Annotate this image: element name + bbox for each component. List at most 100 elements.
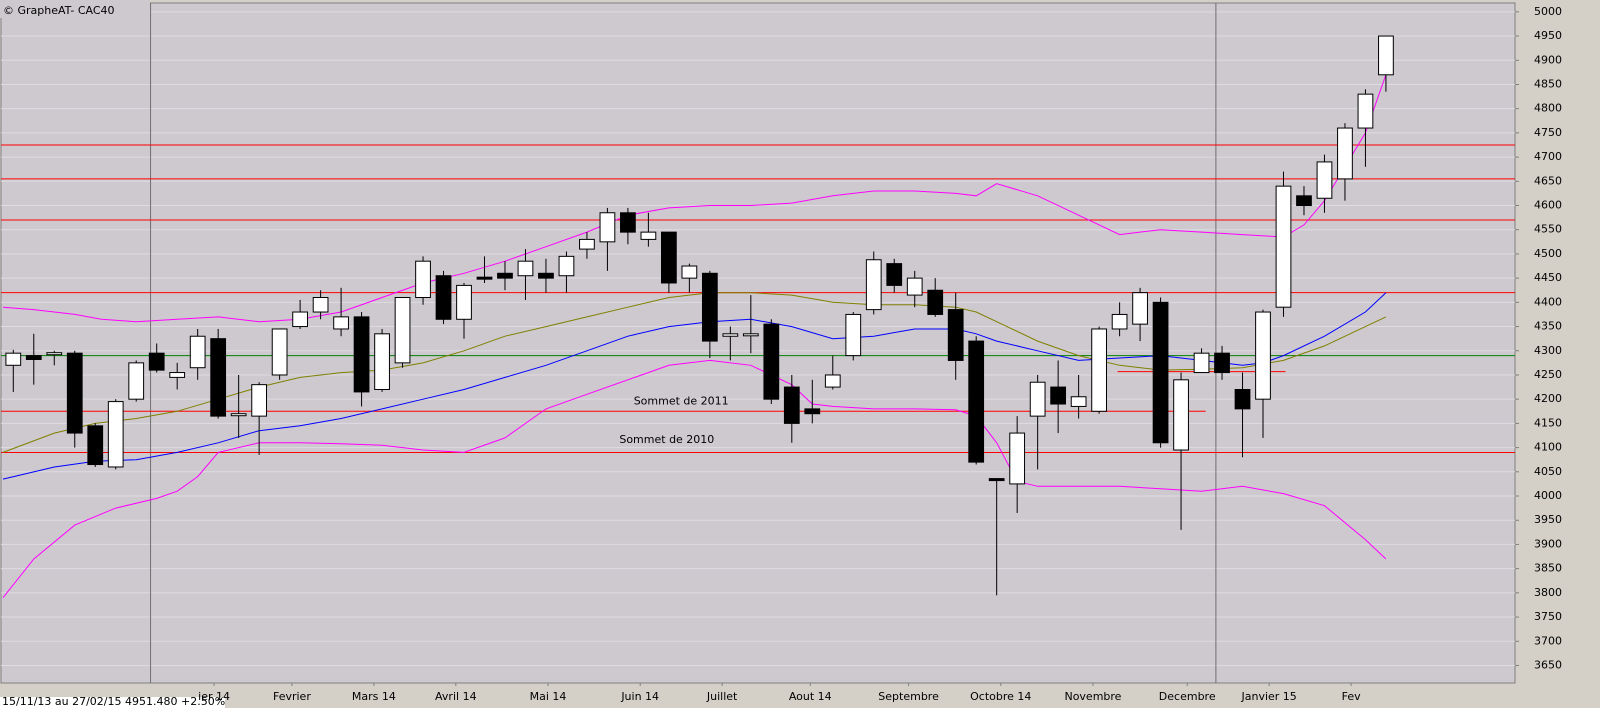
candle-body	[312, 297, 329, 313]
plot-layer: Sommet de 2011 Sommet de 2010	[1, 3, 1515, 683]
candle-body	[579, 238, 595, 250]
x-tick-label: Mars 14	[352, 690, 396, 703]
x-tick-label: ier 14	[198, 690, 230, 703]
candle-body	[558, 255, 575, 277]
y-tick-label: 4200	[1534, 392, 1562, 405]
candle-body	[681, 265, 698, 279]
candle-body	[394, 297, 411, 364]
candle-body	[763, 323, 780, 400]
candle-body	[46, 352, 63, 356]
candle-body	[5, 352, 22, 366]
candle-body	[1152, 301, 1169, 444]
y-tick-label: 4900	[1534, 53, 1562, 66]
y-tick-label: 4950	[1534, 29, 1562, 42]
candle-body	[620, 212, 636, 233]
candle-body	[927, 289, 944, 315]
y-tick-label: 3650	[1534, 658, 1562, 671]
candle-body	[865, 259, 882, 311]
candle-body	[87, 425, 104, 466]
candle-body	[1275, 185, 1292, 308]
candle-body	[374, 333, 390, 390]
candle-body	[640, 231, 657, 240]
y-tick-label: 4650	[1534, 174, 1562, 187]
candle-body	[599, 212, 616, 243]
indicator-line	[2, 359, 1387, 599]
candle-body	[1296, 195, 1312, 207]
candle-body	[1255, 311, 1271, 400]
x-tick-label: Septembre	[878, 690, 939, 703]
candle-body	[497, 272, 513, 279]
candle-body	[988, 478, 1005, 482]
y-tick-label: 4500	[1534, 247, 1562, 260]
x-tick-label: Juin 14	[620, 690, 659, 703]
candle-body	[1337, 127, 1353, 180]
candle-body	[230, 413, 247, 417]
x-tick-label: Janvier 15	[1240, 690, 1296, 703]
candle-body	[333, 316, 349, 330]
candle-body	[456, 284, 472, 320]
candle-body	[906, 277, 923, 296]
candle-body	[517, 260, 534, 277]
annotation: Sommet de 2011	[634, 395, 729, 408]
candle-body	[128, 362, 145, 400]
x-tick-label: Fev	[1342, 690, 1361, 703]
candle-body	[1029, 381, 1046, 417]
candle-body	[742, 333, 759, 337]
title-bg	[0, 0, 150, 18]
candle-body	[1173, 379, 1189, 451]
candle-body	[701, 272, 718, 342]
candle-body	[1193, 352, 1210, 374]
annotation: Sommet de 2010	[619, 433, 714, 446]
y-tick-label: 4000	[1534, 489, 1562, 502]
y-tick-label: 4450	[1534, 271, 1562, 284]
y-tick-label: 4300	[1534, 344, 1562, 357]
candle-body	[1111, 313, 1128, 330]
y-tick-label: 4400	[1534, 295, 1562, 308]
candle-body	[271, 328, 288, 376]
x-tick-label: Fevrier	[273, 690, 311, 703]
candle-body	[886, 263, 903, 286]
y-tick-label: 4150	[1534, 416, 1562, 429]
y-tick-label: 3800	[1534, 586, 1562, 599]
candle-body	[824, 374, 841, 388]
candle-body	[1214, 352, 1230, 374]
plot-area	[0, 2, 1516, 684]
candle-body	[353, 316, 370, 393]
y-tick-label: 4550	[1534, 223, 1562, 236]
x-tick-label: Octobre 14	[970, 690, 1031, 703]
x-tick-label: Mai 14	[530, 690, 567, 703]
candle-body	[251, 384, 268, 417]
chart-title: © GrapheAT- CAC40	[3, 4, 115, 17]
x-tick-label: Juillet	[706, 690, 738, 703]
candle-body	[210, 338, 227, 417]
info-text: 15/11/13 au 27/02/15 4951.480 +2.50%	[2, 695, 225, 708]
candle-body	[783, 386, 800, 424]
y-tick-label: 4350	[1534, 320, 1562, 333]
candle-body	[538, 272, 554, 279]
candle-body	[968, 340, 985, 463]
y-tick-label: 3700	[1534, 634, 1562, 647]
candle-body	[66, 352, 83, 434]
candle-body	[1070, 396, 1087, 407]
y-tick-label: 3750	[1534, 610, 1562, 623]
info-bg	[0, 697, 225, 708]
candle-body	[169, 372, 186, 378]
indicator-line	[2, 74, 1387, 323]
candle-body	[435, 275, 452, 320]
candle-body	[25, 355, 42, 360]
x-tick-label: Decembre	[1159, 690, 1216, 703]
y-tick-label: 5000	[1534, 5, 1562, 18]
candle-body	[804, 408, 821, 415]
candle-body	[476, 276, 493, 280]
candle-body	[148, 352, 165, 371]
candle-body	[1132, 292, 1148, 325]
y-tick-label: 3950	[1534, 513, 1562, 526]
candle-body	[1009, 432, 1026, 485]
y-tick-label: 4800	[1534, 102, 1562, 115]
y-tick-label: 4250	[1534, 368, 1562, 381]
candle-body	[1357, 93, 1374, 129]
candle-body	[107, 401, 124, 468]
y-tick-label: 4600	[1534, 199, 1562, 212]
y-tick-label: 3900	[1534, 537, 1562, 550]
